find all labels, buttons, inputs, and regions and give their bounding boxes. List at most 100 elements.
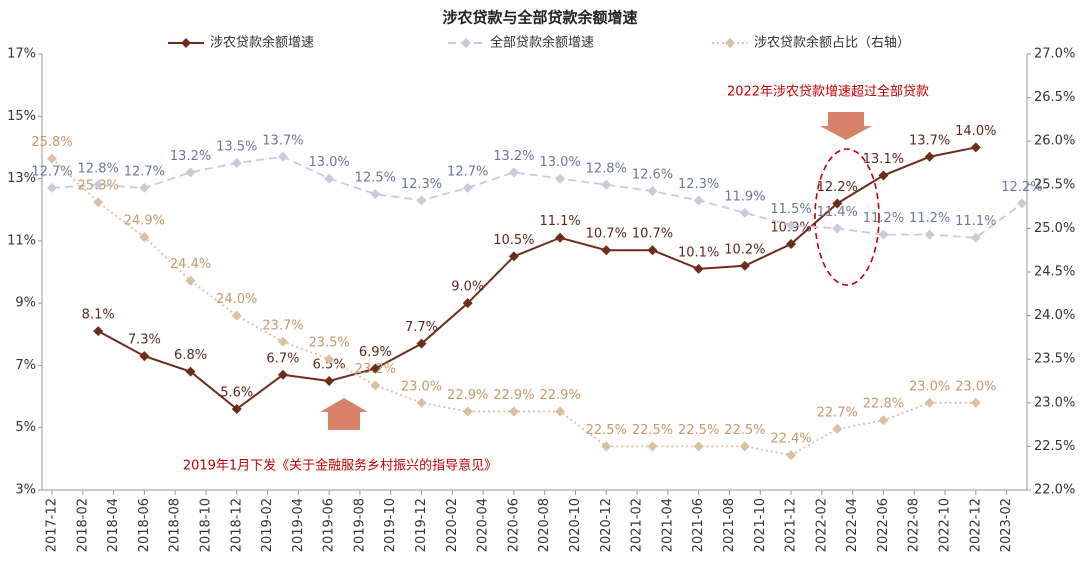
point-marker — [555, 406, 566, 417]
data-label: 12.8% — [586, 161, 627, 176]
data-label: 11.1% — [539, 214, 580, 229]
data-label: 13.1% — [863, 152, 904, 167]
series-line — [51, 155, 1023, 239]
point-marker — [416, 338, 427, 349]
data-label: 13.5% — [216, 140, 257, 155]
point-marker — [370, 189, 381, 200]
arrow-down — [820, 112, 872, 140]
data-label: 13.2% — [170, 149, 211, 164]
point-marker — [693, 441, 704, 452]
point-marker — [324, 173, 335, 184]
data-label: 13.2% — [493, 149, 534, 164]
y-tick-label: 13% — [7, 171, 36, 186]
x-tick-label: 2021-04 — [660, 498, 675, 552]
data-label: 22.9% — [539, 388, 580, 403]
x-tick-label: 2019-08 — [352, 498, 367, 552]
y-tick-label: 3% — [15, 483, 36, 498]
data-label: 12.7% — [31, 164, 72, 179]
point-marker — [508, 406, 519, 417]
chart-title: 涉农贷款与全部贷款余额增速 — [442, 9, 637, 27]
data-label: 25.8% — [31, 135, 72, 150]
point-marker — [508, 167, 519, 178]
point-marker — [277, 151, 288, 162]
point-marker — [924, 229, 935, 240]
x-tick-label: 2019-10 — [383, 498, 398, 552]
point-marker — [462, 298, 473, 309]
data-label: 5.6% — [220, 386, 253, 401]
point-marker — [1017, 198, 1027, 209]
point-marker — [555, 173, 566, 184]
point-marker — [693, 263, 704, 274]
point-marker — [601, 441, 612, 452]
data-label: 23.7% — [262, 318, 303, 333]
x-tick-label: 2019-12 — [414, 498, 429, 552]
point-marker — [231, 158, 242, 168]
point-marker — [416, 397, 427, 408]
data-label: 12.6% — [632, 168, 673, 183]
data-label: 9.0% — [451, 280, 484, 295]
data-label: 25.3% — [78, 179, 119, 194]
data-label: 8.1% — [82, 308, 115, 323]
series-line — [97, 146, 977, 411]
x-tick-label: 2022-12 — [968, 498, 983, 552]
point-marker — [647, 186, 658, 197]
data-label: 24.9% — [124, 214, 165, 229]
data-label: 22.5% — [724, 423, 765, 438]
data-label: 22.5% — [632, 423, 673, 438]
x-tick-label: 2022-08 — [907, 498, 922, 552]
data-label: 23.2% — [355, 362, 396, 377]
x-tick-label: 2018-04 — [106, 498, 121, 552]
data-label: 14.0% — [955, 124, 996, 139]
point-marker — [462, 182, 473, 193]
y2-tick-label: 26.0% — [1034, 134, 1075, 149]
point-marker — [277, 369, 288, 380]
legend-label: 涉农贷款余额增速 — [210, 35, 314, 51]
x-tick-label: 2022-02 — [814, 498, 829, 552]
data-label: 22.9% — [447, 388, 488, 403]
x-tick-label: 2019-02 — [260, 498, 275, 552]
point-marker — [601, 245, 612, 256]
point-marker — [185, 275, 196, 286]
point-marker — [139, 182, 150, 193]
y2-tick-label: 24.0% — [1034, 308, 1075, 323]
data-label: 22.5% — [678, 423, 719, 438]
y2-tick-label: 23.0% — [1034, 395, 1075, 410]
data-label: 22.5% — [586, 423, 627, 438]
x-tick-label: 2021-06 — [691, 498, 706, 552]
legend-marker — [725, 38, 735, 48]
point-marker — [924, 151, 935, 162]
data-label: 11.9% — [724, 189, 765, 204]
data-label: 10.7% — [586, 227, 627, 242]
data-label: 10.5% — [493, 233, 534, 248]
point-marker — [786, 220, 797, 231]
point-marker — [786, 450, 797, 461]
data-label: 22.9% — [493, 388, 534, 403]
x-tick-label: 2020-02 — [445, 498, 460, 552]
data-label: 12.5% — [355, 171, 396, 186]
x-tick-label: 2021-12 — [784, 498, 799, 552]
data-label: 12.2% — [1001, 180, 1042, 195]
x-tick-label: 2020-08 — [537, 498, 552, 552]
point-marker — [93, 179, 104, 190]
y2-tick-label: 25.0% — [1034, 221, 1075, 236]
point-marker — [878, 170, 889, 181]
point-marker — [970, 397, 981, 408]
legend-label: 涉农贷款余额占比（右轴） — [754, 35, 910, 51]
point-marker — [231, 310, 242, 321]
x-tick-label: 2020-10 — [568, 498, 583, 552]
data-label: 12.7% — [124, 164, 165, 179]
point-marker — [277, 336, 288, 347]
y-tick-label: 15% — [7, 109, 36, 124]
annotation: 2022年涉农贷款增速超过全部贷款 — [727, 84, 929, 100]
y2-tick-label: 24.5% — [1034, 265, 1075, 280]
y-tick-label: 9% — [15, 296, 36, 311]
x-tick-label: 2022-04 — [845, 498, 860, 552]
x-tick-label: 2020-04 — [476, 498, 491, 552]
point-marker — [93, 197, 104, 208]
point-marker — [185, 167, 196, 178]
data-label: 24.4% — [170, 257, 211, 272]
point-marker — [647, 245, 658, 256]
arrow-up — [320, 398, 368, 430]
y2-tick-label: 25.5% — [1034, 177, 1075, 192]
y2-tick-label: 26.5% — [1034, 90, 1075, 105]
